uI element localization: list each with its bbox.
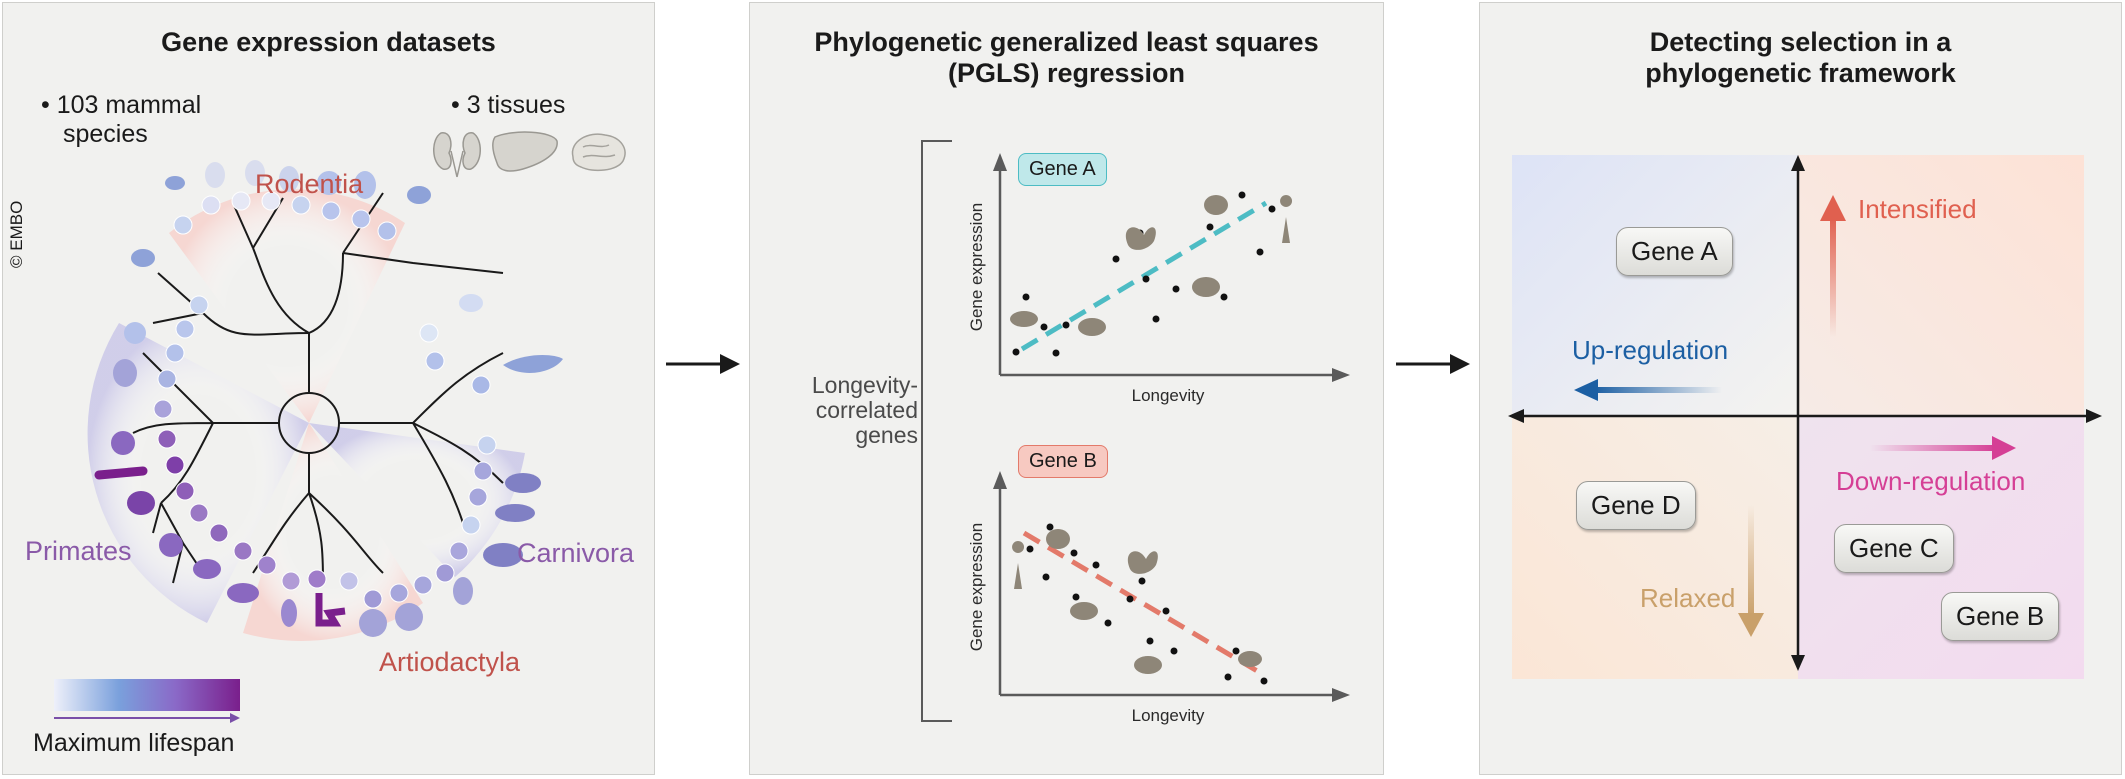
flow-arrow-1	[666, 354, 740, 374]
lifespan-legend-label: Maximum lifespan	[33, 729, 235, 757]
gene-d-box: Gene D	[1576, 481, 1696, 530]
tree-tips	[153, 191, 497, 609]
lifespan-arrow	[54, 713, 240, 723]
flow-arrow-2	[1396, 354, 1470, 374]
plot-a-points	[1012, 191, 1276, 357]
selection-axes	[1508, 155, 2102, 671]
plot-a-xlabel: Longevity	[1132, 386, 1205, 405]
panel-pgls-regression: Phylogenetic generalized least squares (…	[749, 2, 1384, 775]
clade-label-artiodactyla: Artiodactyla	[379, 647, 521, 677]
kidney-icon	[433, 132, 481, 178]
plot-b-animal-silhouettes	[1012, 529, 1262, 674]
up-regulation-arrow	[1594, 387, 1722, 393]
down-regulation-arrow	[1870, 445, 1996, 451]
relaxed-arrow	[1748, 505, 1754, 617]
panel3-title: Detecting selection in a phylogenetic fr…	[1645, 27, 1956, 88]
plot-a-animal-silhouettes	[1010, 195, 1296, 336]
primates-fan	[87, 323, 310, 623]
phylogenetic-tree	[87, 160, 563, 641]
panel-gene-expression-datasets: Gene expression datasets © EMBO • 103 ma…	[2, 2, 655, 775]
plot-a-trend-line	[1020, 200, 1268, 352]
side-bracket	[921, 140, 952, 722]
plot-a-ylabel: Gene expression	[967, 203, 986, 332]
bullet-tissues: • 3 tissues	[451, 91, 566, 119]
copyright-label: © EMBO	[7, 200, 26, 268]
label-intensified: Intensified	[1858, 194, 1977, 224]
plot-a-gene-tag: Gene A	[1018, 153, 1107, 186]
panel2-title: Phylogenetic generalized least squares (…	[814, 27, 1319, 88]
animal-silhouettes	[94, 160, 563, 637]
plot-b-points	[1026, 523, 1268, 685]
panel1-title: Gene expression datasets	[161, 27, 496, 57]
label-down-regulation: Down-regulation	[1836, 466, 2026, 496]
clade-label-carnivora: Carnivora	[517, 538, 635, 568]
gene-a-box: Gene A	[1616, 227, 1733, 276]
side-label-longevity-correlated: Longevity- correlated genes	[811, 372, 918, 448]
label-up-regulation: Up-regulation	[1572, 335, 1729, 365]
gene-b-box: Gene B	[1941, 592, 2060, 641]
tissue-icons	[433, 131, 626, 178]
plot-gene-b: Gene expression Longevity	[967, 471, 1350, 725]
clade-label-primates: Primates	[25, 536, 132, 566]
plot-gene-a: Gene expression Longevity	[967, 153, 1350, 405]
brain-icon	[571, 133, 626, 172]
intensified-arrow	[1830, 217, 1836, 337]
clade-label-rodentia: Rodentia	[255, 169, 364, 199]
quadrant-top-left	[1512, 155, 1798, 417]
plot-b-xlabel: Longevity	[1132, 706, 1205, 725]
lifespan-gradient-bar	[54, 679, 240, 711]
plot-b-trend-line	[1022, 530, 1266, 678]
liver-icon	[492, 131, 558, 172]
plot-b-gene-tag: Gene B	[1018, 445, 1108, 478]
quadrant-top-right	[1798, 155, 2084, 417]
bullet-species: • 103 mammal species	[41, 91, 202, 148]
label-relaxed: Relaxed	[1640, 583, 1736, 613]
carnivora-fan	[309, 423, 525, 577]
panel-detecting-selection: Detecting selection in a phylogenetic fr…	[1479, 2, 2122, 775]
plot-b-ylabel: Gene expression	[967, 523, 986, 652]
gene-c-box: Gene C	[1834, 524, 1954, 573]
